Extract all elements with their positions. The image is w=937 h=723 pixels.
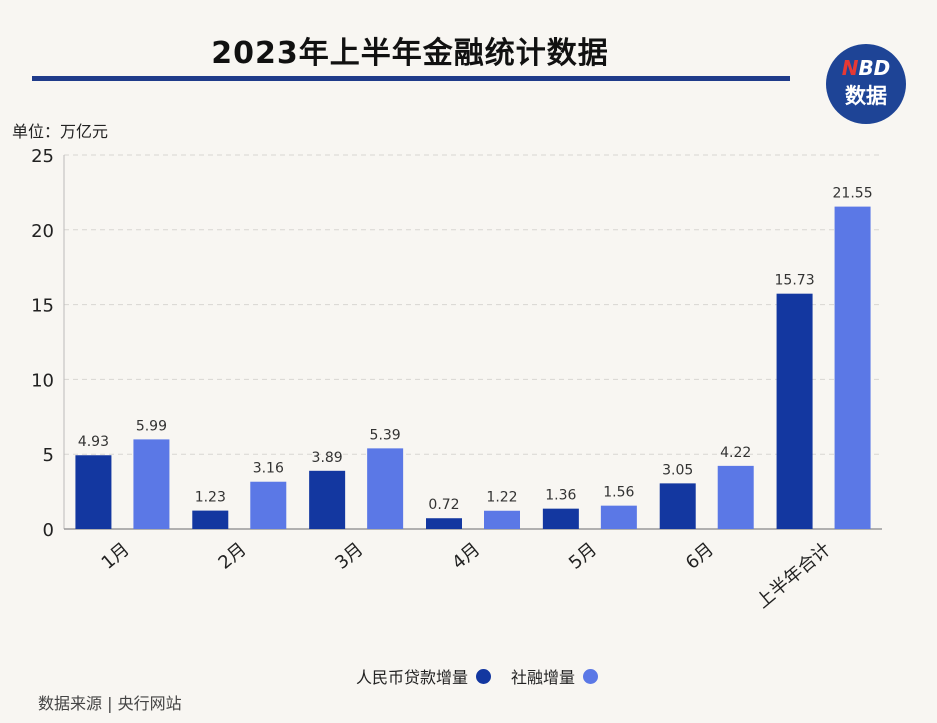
bar [367,448,404,529]
bar [192,510,229,529]
bar [426,518,462,529]
x-tick-label: 5月 [565,539,601,574]
bar [717,465,754,529]
legend-item-financing: 社融增量 [511,664,599,688]
data-label: 0.72 [428,497,459,513]
data-label: 3.05 [662,462,693,478]
x-tick-label: 4月 [448,539,484,574]
legend: 人民币贷款增量 社融增量 [356,664,618,688]
y-tick-label: 0 [43,520,54,541]
data-label: 1.23 [195,490,226,506]
data-label: 5.39 [370,427,401,443]
nbd-logo: NBD 数据 [826,44,906,124]
data-label: 3.89 [312,450,343,466]
data-label: 21.55 [833,186,873,202]
x-tick-label: 6月 [682,539,718,574]
data-label: 4.22 [720,445,751,461]
x-tick-label: 2月 [214,539,250,574]
y-tick-label: 25 [31,146,54,167]
x-tick-label: 1月 [98,539,134,574]
bar [659,483,696,529]
legend-swatch-loans [476,668,492,684]
data-label: 5.99 [136,418,167,434]
data-label: 1.22 [486,490,517,506]
bar [75,455,112,529]
logo-text-bottom: 数据 [845,84,887,108]
logo-text-top: NBD [841,56,891,80]
data-label: 1.36 [545,488,576,504]
bar [484,510,520,529]
bar [834,206,871,529]
data-label: 1.56 [603,485,634,501]
legend-item-loans: 人民币贷款增量 [356,664,492,688]
bar [133,439,170,529]
bar [776,293,813,529]
bar-chart: 0 5 10 15 20 25 4.93 5.99 1月 1.23 3.16 2月 3.89 5.39 3月… [31,146,882,613]
legend-label-financing: 社融增量 [511,668,576,687]
y-tick-label: 15 [31,296,54,317]
chart-title: 2023年上半年金融统计数据 [211,36,609,71]
y-tick-label: 10 [31,370,54,391]
bar [309,470,346,529]
title-divider [32,76,790,81]
data-label: 4.93 [78,434,109,450]
y-tick-label: 5 [43,445,54,466]
legend-label-loans: 人民币贷款增量 [356,668,469,687]
data-label: 15.73 [775,273,815,289]
bar [250,481,287,529]
data-source: 数据来源 | 央行网站 [38,694,182,713]
bar [600,505,637,529]
x-tick-label: 3月 [331,539,367,574]
legend-swatch-financing [583,668,599,684]
unit-label: 单位：万亿元 [12,122,109,141]
y-tick-label: 20 [31,221,54,242]
x-tick-label: 上半年合计 [752,539,834,613]
data-label: 3.16 [253,461,284,477]
bar [542,508,579,529]
